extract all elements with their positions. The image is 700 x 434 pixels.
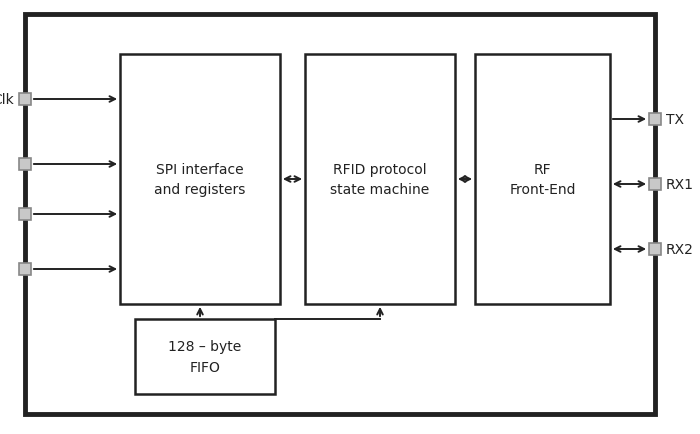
Bar [19, 159, 31, 171]
Text: RX1: RX1 [666, 178, 694, 191]
Text: 128 – byte
FIFO: 128 – byte FIFO [169, 339, 241, 374]
Text: RFID protocol
state machine: RFID protocol state machine [330, 162, 430, 197]
Bar [649, 243, 661, 256]
Text: TX: TX [666, 113, 684, 127]
Text: SPI interface
and registers: SPI interface and registers [154, 162, 246, 197]
Text: RX2: RX2 [666, 243, 694, 256]
Bar [19, 94, 31, 106]
Text: Clk: Clk [0, 93, 14, 107]
Bar [19, 263, 31, 275]
Bar [305, 55, 455, 304]
Bar [475, 55, 610, 304]
Bar [19, 208, 31, 220]
Bar [120, 55, 280, 304]
Bar [649, 114, 661, 126]
Bar [649, 178, 661, 191]
Text: RF
Front-End: RF Front-End [510, 162, 575, 197]
Bar [135, 319, 275, 394]
